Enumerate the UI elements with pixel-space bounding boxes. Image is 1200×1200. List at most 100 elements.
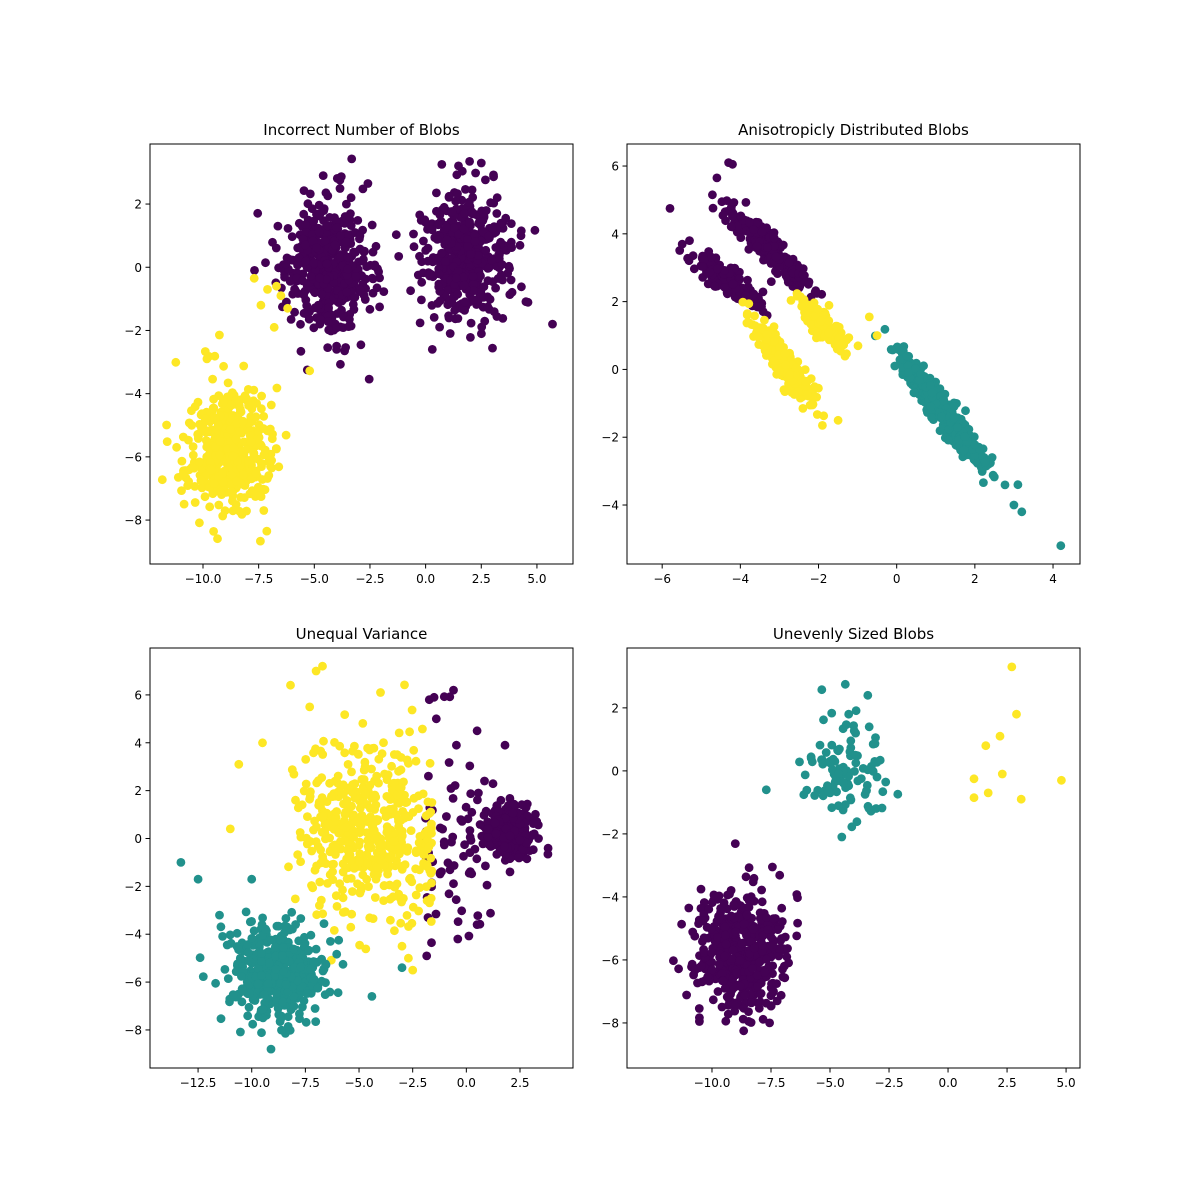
scatter-point bbox=[397, 831, 407, 841]
scatter-point bbox=[484, 231, 493, 241]
scatter-point bbox=[1000, 480, 1010, 490]
scatter-point bbox=[332, 323, 341, 333]
scatter-point bbox=[548, 319, 557, 329]
scatter-point bbox=[925, 381, 935, 391]
scatter-point bbox=[818, 759, 828, 769]
scatter-point bbox=[422, 882, 431, 891]
scatter-point bbox=[744, 299, 754, 309]
axes-frame bbox=[626, 143, 1081, 565]
scatter-point bbox=[368, 247, 378, 257]
scatter-point bbox=[257, 391, 266, 401]
scatter-point bbox=[294, 253, 304, 263]
scatter-point bbox=[720, 266, 729, 275]
scatter-point bbox=[752, 241, 762, 251]
scatter-point bbox=[445, 865, 455, 875]
scatter-point bbox=[415, 865, 424, 875]
scatter-point bbox=[322, 259, 332, 269]
scatter-point bbox=[839, 778, 848, 788]
scatter-point bbox=[988, 470, 998, 480]
scatter-point bbox=[178, 432, 188, 442]
scatter-point bbox=[238, 416, 248, 426]
scatter-point bbox=[800, 365, 810, 374]
scatter-point bbox=[225, 930, 235, 940]
scatter-point bbox=[440, 257, 450, 266]
scatter-point bbox=[201, 436, 211, 445]
scatter-point bbox=[489, 307, 499, 316]
scatter-point bbox=[308, 236, 318, 246]
scatter-point bbox=[817, 685, 827, 695]
scatter-point bbox=[777, 934, 786, 943]
scatter-point bbox=[713, 264, 722, 274]
scatter-point bbox=[766, 932, 776, 942]
scatter-point bbox=[374, 778, 383, 788]
scatter-point bbox=[385, 804, 395, 814]
scatter-point bbox=[202, 354, 212, 364]
scatter-point bbox=[239, 361, 249, 371]
scatter-point bbox=[530, 225, 540, 235]
scatter-point bbox=[370, 790, 380, 800]
scatter-point bbox=[237, 997, 247, 1007]
scatter-point bbox=[846, 736, 856, 746]
scatter-point bbox=[806, 320, 816, 329]
scatter-point bbox=[718, 211, 728, 220]
scatter-point bbox=[895, 355, 905, 365]
scatter-point bbox=[450, 781, 460, 790]
scatter-point bbox=[798, 269, 808, 279]
scatter-point bbox=[223, 974, 233, 983]
x-tick-label: −10.0 bbox=[233, 1076, 270, 1090]
scatter-point bbox=[421, 246, 431, 255]
scatter-point bbox=[250, 266, 259, 275]
scatter-point bbox=[424, 842, 434, 852]
scatter-point bbox=[427, 345, 437, 354]
scatter-point bbox=[171, 357, 181, 367]
scatter-point bbox=[381, 812, 391, 821]
scatter-point bbox=[338, 310, 348, 320]
scatter-point bbox=[378, 839, 387, 849]
scatter-point bbox=[827, 803, 837, 813]
scatter-point bbox=[926, 402, 936, 412]
scatter-point bbox=[842, 349, 851, 359]
scatter-point bbox=[418, 847, 428, 856]
scatter-point bbox=[669, 956, 678, 966]
axes-frame bbox=[149, 647, 574, 1069]
scatter-point bbox=[461, 802, 471, 812]
scatter-point bbox=[210, 351, 220, 361]
scatter-point bbox=[694, 1004, 704, 1013]
scatter-point bbox=[469, 279, 478, 289]
scatter-point bbox=[278, 951, 287, 960]
scatter-point bbox=[364, 374, 374, 384]
scatter-point bbox=[353, 216, 363, 225]
scatter-point bbox=[459, 272, 468, 282]
scatter-point bbox=[423, 256, 433, 266]
scatter-point bbox=[219, 361, 228, 371]
scatter-point bbox=[708, 995, 718, 1005]
scatter-point bbox=[437, 160, 447, 169]
scatter-point bbox=[500, 842, 509, 852]
scatter-point bbox=[196, 475, 206, 485]
scatter-point bbox=[343, 252, 353, 262]
scatter-point bbox=[342, 199, 351, 209]
scatter-point bbox=[784, 258, 794, 268]
points-layer bbox=[669, 662, 1066, 1036]
scatter-point bbox=[730, 839, 740, 848]
scatter-point bbox=[358, 719, 368, 728]
y-tick-label: 0 bbox=[134, 832, 142, 846]
scatter-point bbox=[228, 496, 237, 506]
scatter-point bbox=[459, 851, 468, 861]
scatter-point bbox=[253, 979, 263, 989]
scatter-point bbox=[699, 948, 709, 958]
scatter-point bbox=[422, 861, 432, 870]
scatter-point bbox=[301, 779, 311, 789]
scatter-point bbox=[729, 900, 739, 910]
scatter-point bbox=[810, 382, 819, 392]
scatter-point bbox=[232, 476, 241, 486]
scatter-point bbox=[189, 463, 199, 473]
x-tick-label: −5.0 bbox=[344, 1076, 373, 1090]
scatter-point bbox=[509, 799, 519, 809]
scatter-point bbox=[800, 770, 810, 780]
scatter-point bbox=[780, 349, 790, 358]
y-tick-label: 4 bbox=[611, 227, 619, 241]
scatter-point bbox=[267, 456, 276, 465]
scatter-point bbox=[309, 957, 319, 967]
scatter-point bbox=[910, 388, 919, 398]
